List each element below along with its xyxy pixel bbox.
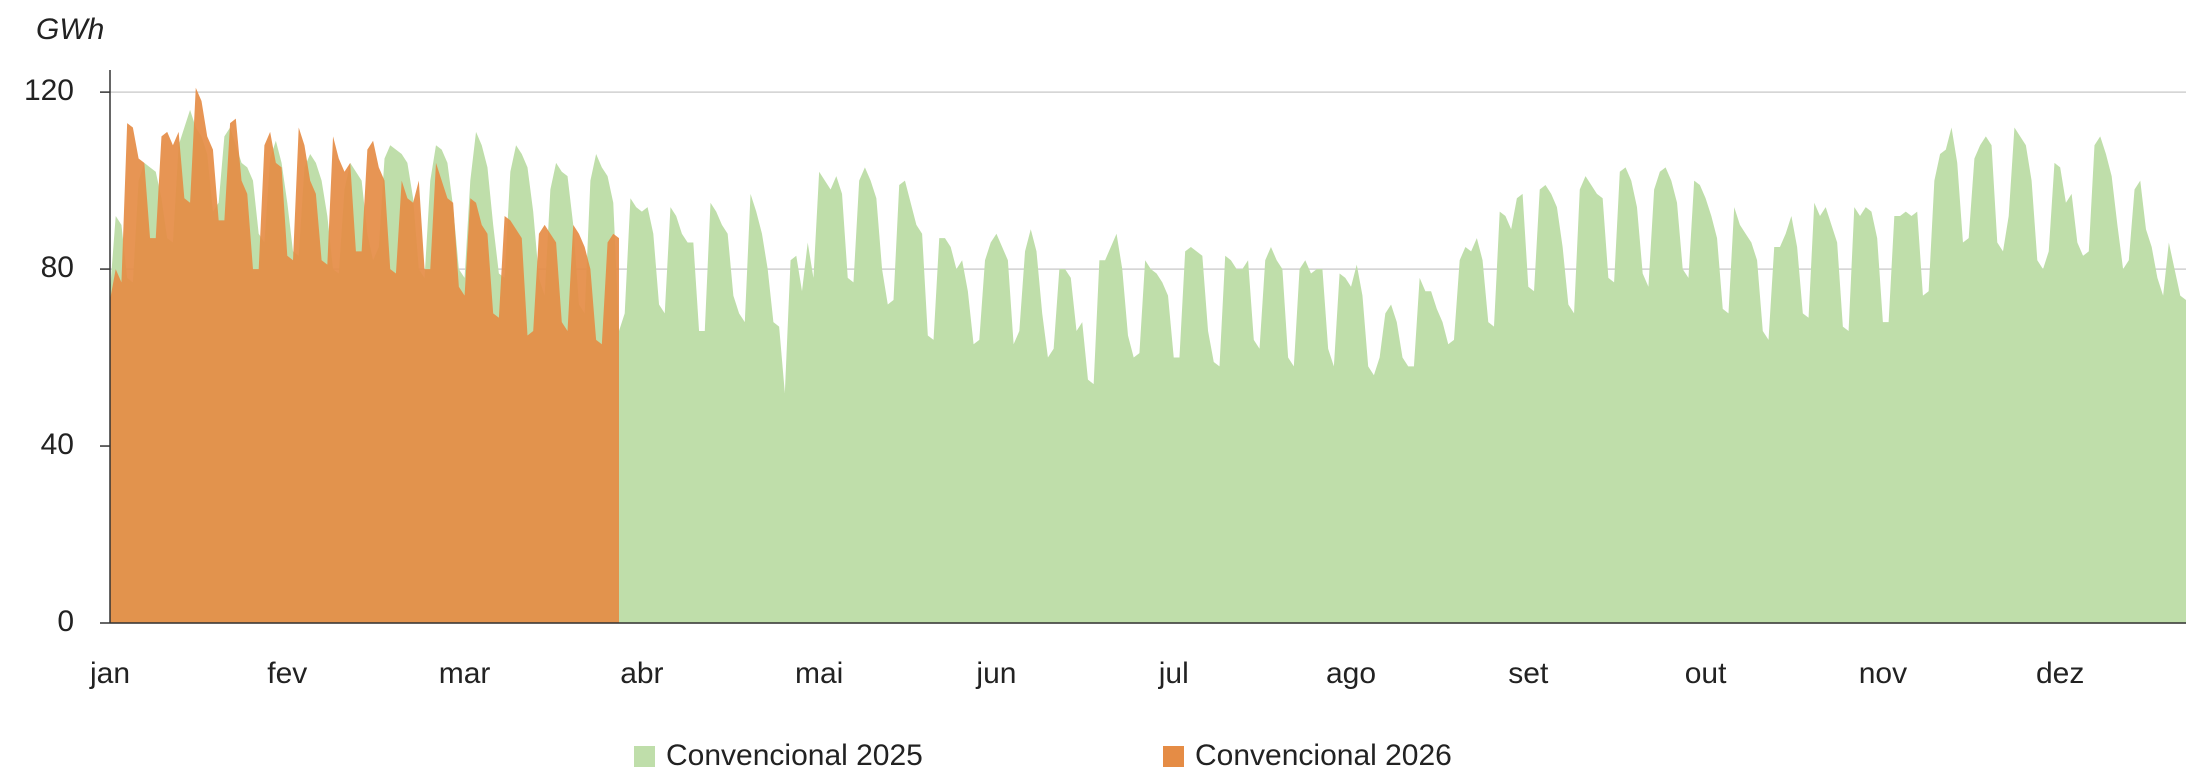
x-tick-label: dez	[2036, 657, 2084, 690]
legend-label: Convencional 2025	[666, 739, 923, 770]
y-tick-label: 40	[41, 428, 74, 461]
x-tick-label: out	[1685, 657, 1727, 690]
x-tick-label: set	[1508, 657, 1549, 690]
x-tick-label: mar	[439, 657, 491, 690]
x-tick-label: abr	[620, 657, 663, 690]
area	[110, 87, 619, 624]
legend: Convencional 2025 Convencional 2026	[634, 739, 1452, 770]
x-tick-label: ago	[1326, 657, 1376, 690]
x-tick-label: jul	[1158, 657, 1189, 690]
x-tick-label: mai	[795, 657, 843, 690]
x-tick-label: nov	[1859, 657, 1907, 690]
legend-swatch	[634, 746, 655, 767]
y-tick-label: 120	[24, 74, 74, 107]
y-tick-label: 0	[57, 605, 74, 638]
y-axis-label: GWh	[36, 13, 104, 46]
y-tick-label: 80	[41, 251, 74, 284]
x-tick-label: fev	[267, 657, 307, 690]
x-tick-label: jun	[975, 657, 1016, 690]
legend-swatch	[1163, 746, 1184, 767]
legend-label: Convencional 2026	[1195, 739, 1452, 770]
area	[110, 109, 2186, 623]
x-tick-label: jan	[89, 657, 130, 690]
